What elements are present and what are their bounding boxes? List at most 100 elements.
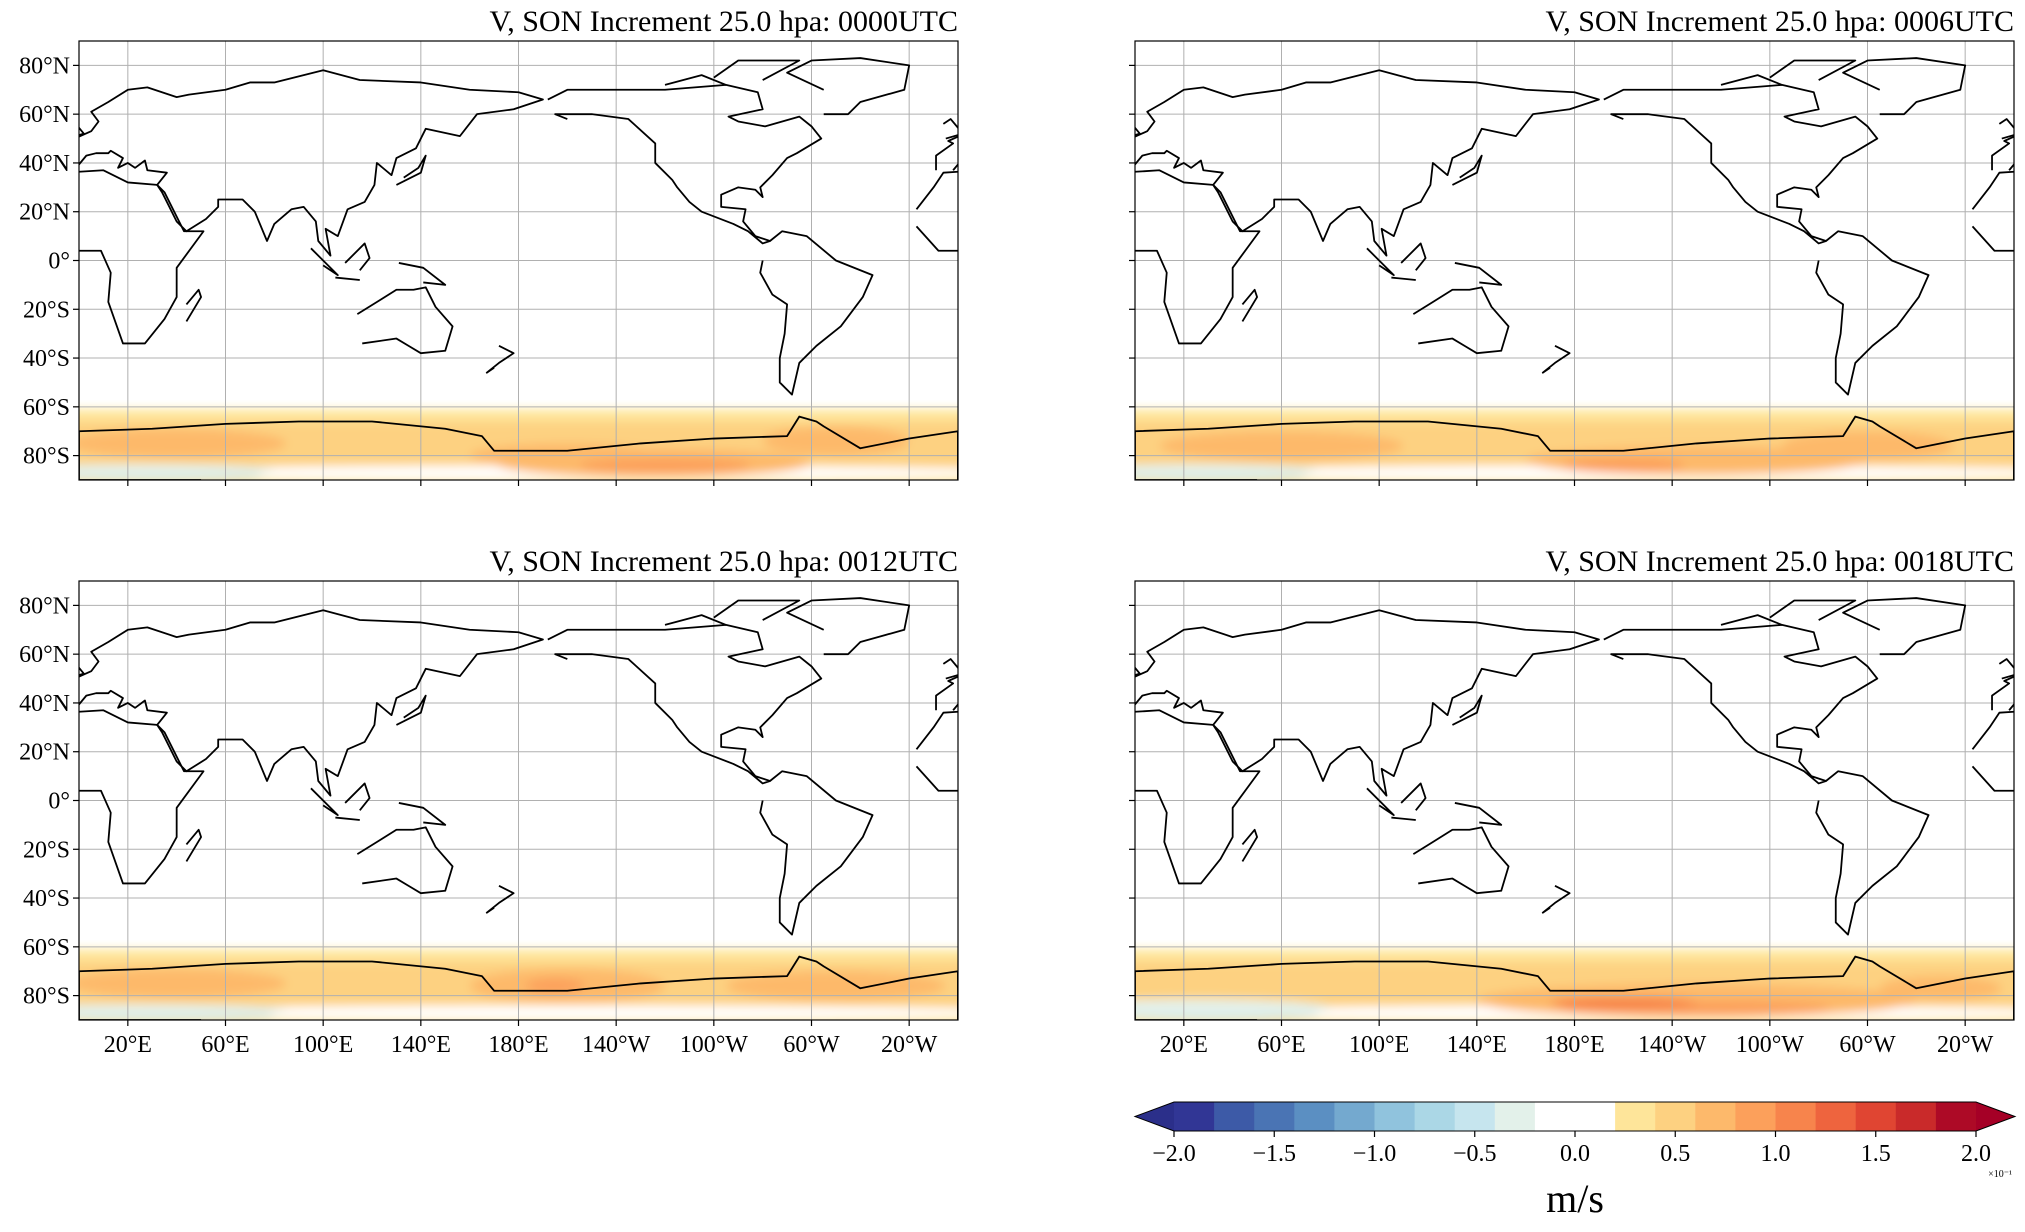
coastline — [713, 59, 801, 81]
coastline — [1769, 599, 1857, 621]
colorbar-segment — [1775, 1102, 1817, 1131]
increment-field — [1135, 409, 2014, 480]
shading-blob — [579, 458, 751, 473]
coastline — [1135, 415, 2014, 480]
coastline — [396, 154, 427, 186]
increment-field — [1135, 949, 2014, 1020]
colorbar-segment — [1454, 1102, 1496, 1131]
coastline — [1603, 84, 1879, 245]
lon-tick-label: 60°E — [1257, 1032, 1305, 1058]
map-panel: V, SON Increment 25.0 hpa: 0012UTC 80°N 60… — [19, 545, 1324, 1058]
coastline — [713, 599, 801, 621]
lat-tick-label: 40°N — [19, 151, 70, 177]
coastline — [79, 415, 958, 480]
lat-tick-label: 60°S — [23, 395, 70, 421]
colorbar-tick-label: 1.0 — [1761, 1141, 1791, 1167]
lon-tick-label: 60°W — [783, 1032, 840, 1058]
lon-tick-label: 20°W — [881, 1032, 938, 1058]
coastline — [185, 828, 202, 862]
colorbar-tick-label: 0.0 — [1560, 1141, 1590, 1167]
coastline — [1452, 154, 1483, 186]
coastline — [842, 615, 903, 625]
coastline — [185, 288, 202, 322]
coastline — [891, 601, 976, 621]
lon-tick-label: 140°W — [582, 1032, 651, 1058]
coastline — [1135, 609, 1600, 797]
coastline — [1391, 276, 1416, 281]
coastline — [79, 709, 205, 885]
coastline — [1135, 955, 2014, 1020]
lat-tick-label: 0° — [48, 789, 70, 815]
coastline — [398, 802, 447, 826]
coastline — [1454, 262, 1503, 286]
coastline — [1278, 803, 1324, 825]
lat-tick-label: 40°N — [19, 691, 70, 717]
shading-blob — [79, 1004, 287, 1017]
coastline — [1400, 242, 1427, 271]
coastline — [1603, 624, 1879, 785]
colorbar-tick-label: 2.0 — [1961, 1141, 1991, 1167]
coastline — [79, 609, 544, 797]
shading-blob — [726, 971, 946, 1001]
coastline — [842, 75, 903, 85]
lon-tick-label: 100°E — [293, 1032, 353, 1058]
colorbar-tick-label: −0.5 — [1453, 1141, 1497, 1167]
map-panel: V, SON Increment 25.0 hpa: 0000UTC 80°N 60… — [19, 5, 1331, 486]
coastline — [1214, 278, 1238, 280]
coastline — [396, 694, 427, 726]
lon-tick-label: 140°E — [391, 1032, 451, 1058]
colorbar-segment — [1374, 1102, 1416, 1131]
shading-blob — [79, 968, 287, 999]
map-area — [79, 41, 1331, 480]
coastline — [2013, 430, 2014, 480]
coastline — [1236, 287, 1331, 353]
coastline — [344, 242, 371, 271]
panel-title: V, SON Increment 25.0 hpa: 0018UTC — [1545, 545, 2014, 578]
colorbar-extend-under — [1135, 1102, 1174, 1131]
shading-blob — [525, 978, 585, 994]
coastline — [310, 787, 339, 817]
lat-tick-label: 20°S — [23, 297, 70, 323]
coastline — [937, 231, 1049, 394]
coastline — [1971, 710, 2014, 792]
panel-title: V, SON Increment 25.0 hpa: 0012UTC — [489, 545, 958, 578]
colorbar-segment — [1414, 1102, 1456, 1131]
colorbar-segment — [1855, 1102, 1897, 1131]
coastline — [1135, 169, 1261, 345]
coastline — [547, 84, 823, 245]
coastline — [664, 74, 727, 86]
lon-tick-label: 60°W — [1839, 1032, 1896, 1058]
lon-tick-label: 100°E — [1349, 1032, 1409, 1058]
coastline — [356, 286, 454, 355]
coastline — [937, 771, 1049, 934]
colorbar-segment — [1334, 1102, 1375, 1131]
coastline — [344, 782, 371, 811]
coastline — [1366, 787, 1395, 817]
panel-title: V, SON Increment 25.0 hpa: 0000UTC — [489, 5, 958, 38]
lat-tick-label: 60°N — [19, 642, 70, 668]
lat-tick-label: 60°S — [23, 935, 70, 961]
colorbar-segment — [1534, 1102, 1576, 1131]
coastline — [335, 816, 360, 821]
colorbar-segment — [1494, 1102, 1536, 1131]
coastline — [1842, 597, 1967, 656]
lat-tick-label: 80°S — [23, 984, 70, 1010]
coastline — [1275, 156, 1304, 185]
colorbar-segment — [1695, 1102, 1736, 1131]
coastline — [79, 955, 958, 1020]
coastline — [79, 69, 544, 257]
coastline — [915, 170, 958, 252]
colorbar-extend-over — [1976, 1102, 2015, 1131]
shading-blob — [79, 428, 287, 459]
shading-blob — [1550, 996, 1697, 1010]
coastline — [1214, 818, 1238, 820]
coastline — [1769, 59, 1857, 81]
colorbar-segment — [1895, 1102, 1937, 1131]
coastline — [356, 826, 454, 895]
coastline — [2013, 970, 2014, 1020]
coastline — [310, 247, 339, 277]
coastline — [1815, 770, 1930, 936]
coastline — [942, 118, 958, 140]
